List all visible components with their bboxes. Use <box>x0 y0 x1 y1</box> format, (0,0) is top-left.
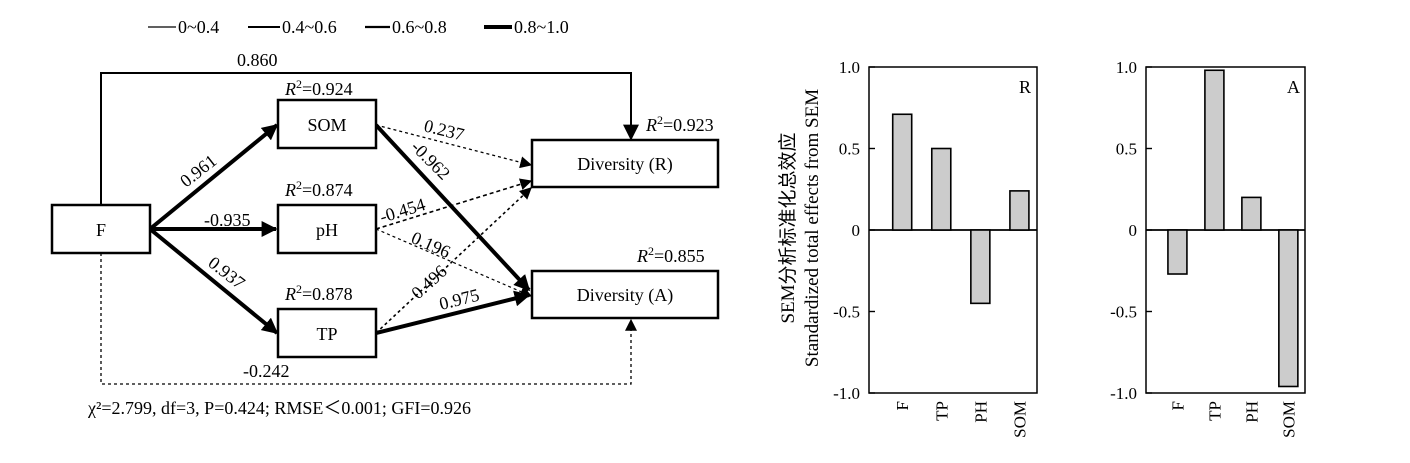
x-category-label: TP <box>932 401 951 421</box>
path-F-TP <box>148 227 279 335</box>
y-tick-label: 1.0 <box>839 58 860 77</box>
bar-f <box>891 113 913 231</box>
path-F-DivA <box>100 253 637 385</box>
x-category-label: TP <box>1205 401 1224 421</box>
coef-F-DivR: 0.860 <box>237 50 278 70</box>
bar-som <box>1009 190 1030 231</box>
panel-label: A <box>1287 77 1300 97</box>
bar-f <box>1167 229 1188 275</box>
path-TP-DivR <box>375 187 532 334</box>
panel-label: R <box>1019 77 1031 97</box>
y-tick-label: 0 <box>852 221 861 240</box>
r2-SOM: R2=0.924 <box>284 77 353 99</box>
node-DivA-label: Diversity (A) <box>577 285 673 306</box>
legend-label-2: 0.4~0.6 <box>282 17 337 37</box>
y-tick-label: 0 <box>1129 221 1138 240</box>
node-DivR: Diversity (R) <box>530 138 720 189</box>
bar-tp <box>1204 69 1225 231</box>
r2-DivR: R2=0.923 <box>645 113 714 135</box>
legend-label-3: 0.6~0.8 <box>392 17 447 37</box>
node-SOM: SOM <box>276 98 378 150</box>
node-pH-label: pH <box>316 220 338 240</box>
y-tick-label: -1.0 <box>1110 384 1137 403</box>
path-pH-DivR <box>375 178 533 230</box>
bar-som <box>1278 229 1299 388</box>
x-category-label: SOM <box>1010 401 1029 438</box>
node-DivA: Diversity (A) <box>530 269 720 320</box>
coef-pH-DivA: 0.196 <box>408 227 453 262</box>
coef-SOM-DivR: 0.237 <box>422 115 466 144</box>
node-pH: pH <box>276 203 378 255</box>
y-axis-title-en: Standardized total effects from SEM <box>802 89 823 367</box>
coef-F-SOM: 0.961 <box>176 150 220 191</box>
x-category-label: PH <box>971 401 990 423</box>
fit-statistics: χ²=2.799, df=3, P=0.424; RMSE＜0.001; GFI… <box>87 398 471 418</box>
y-tick-label: -0.5 <box>1110 303 1137 322</box>
bar-ph <box>1241 196 1262 231</box>
path-F-DivR <box>100 72 639 205</box>
node-F-label: F <box>96 220 106 240</box>
x-category-label: PH <box>1242 401 1261 423</box>
r2-DivA: R2=0.855 <box>636 244 705 266</box>
y-tick-label: 1.0 <box>1116 58 1137 77</box>
chart-R: 1.0 0.5 0 -0.5 -1.0 F TP PH SOM R <box>833 58 1038 438</box>
path-pH-DivA <box>375 228 533 298</box>
y-tick-label: 0.5 <box>1116 140 1137 159</box>
x-category-label: F <box>1168 401 1187 410</box>
y-tick-label: 0.5 <box>839 140 860 159</box>
y-tick-label: -1.0 <box>833 384 860 403</box>
chart-A: 1.0 0.5 0 -0.5 -1.0 F TP PH SOM A <box>1110 58 1306 438</box>
coef-pH-DivR: -0.454 <box>377 194 427 227</box>
r2-TP: R2=0.878 <box>284 282 353 304</box>
x-category-label: SOM <box>1279 401 1298 438</box>
path-F-SOM <box>148 123 279 231</box>
node-F: F <box>50 203 152 255</box>
coef-F-pH: -0.935 <box>204 210 251 230</box>
node-TP: TP <box>276 307 378 359</box>
coef-F-DivA: -0.242 <box>243 361 290 381</box>
legend-label-4: 0.8~1.0 <box>514 17 569 37</box>
node-SOM-label: SOM <box>307 115 346 135</box>
y-tick-label: -0.5 <box>833 303 860 322</box>
r2-pH: R2=0.874 <box>284 178 353 200</box>
bar-tp <box>930 147 952 231</box>
node-TP-label: TP <box>316 324 337 344</box>
x-category-label: F <box>893 401 912 410</box>
coef-F-TP: 0.937 <box>205 252 249 293</box>
path-SOM-DivR <box>375 124 533 169</box>
y-axis-title-cn: SEM分析标准化总效应 <box>777 132 799 323</box>
legend-label-1: 0~0.4 <box>178 17 219 37</box>
legend: 0~0.4 0.4~0.6 0.6~0.8 0.8~1.0 <box>148 17 569 37</box>
path-SOM-DivA <box>374 123 531 292</box>
node-DivR-label: Diversity (R) <box>577 154 672 175</box>
path-TP-DivA <box>375 290 531 335</box>
bar-ph <box>970 229 991 305</box>
